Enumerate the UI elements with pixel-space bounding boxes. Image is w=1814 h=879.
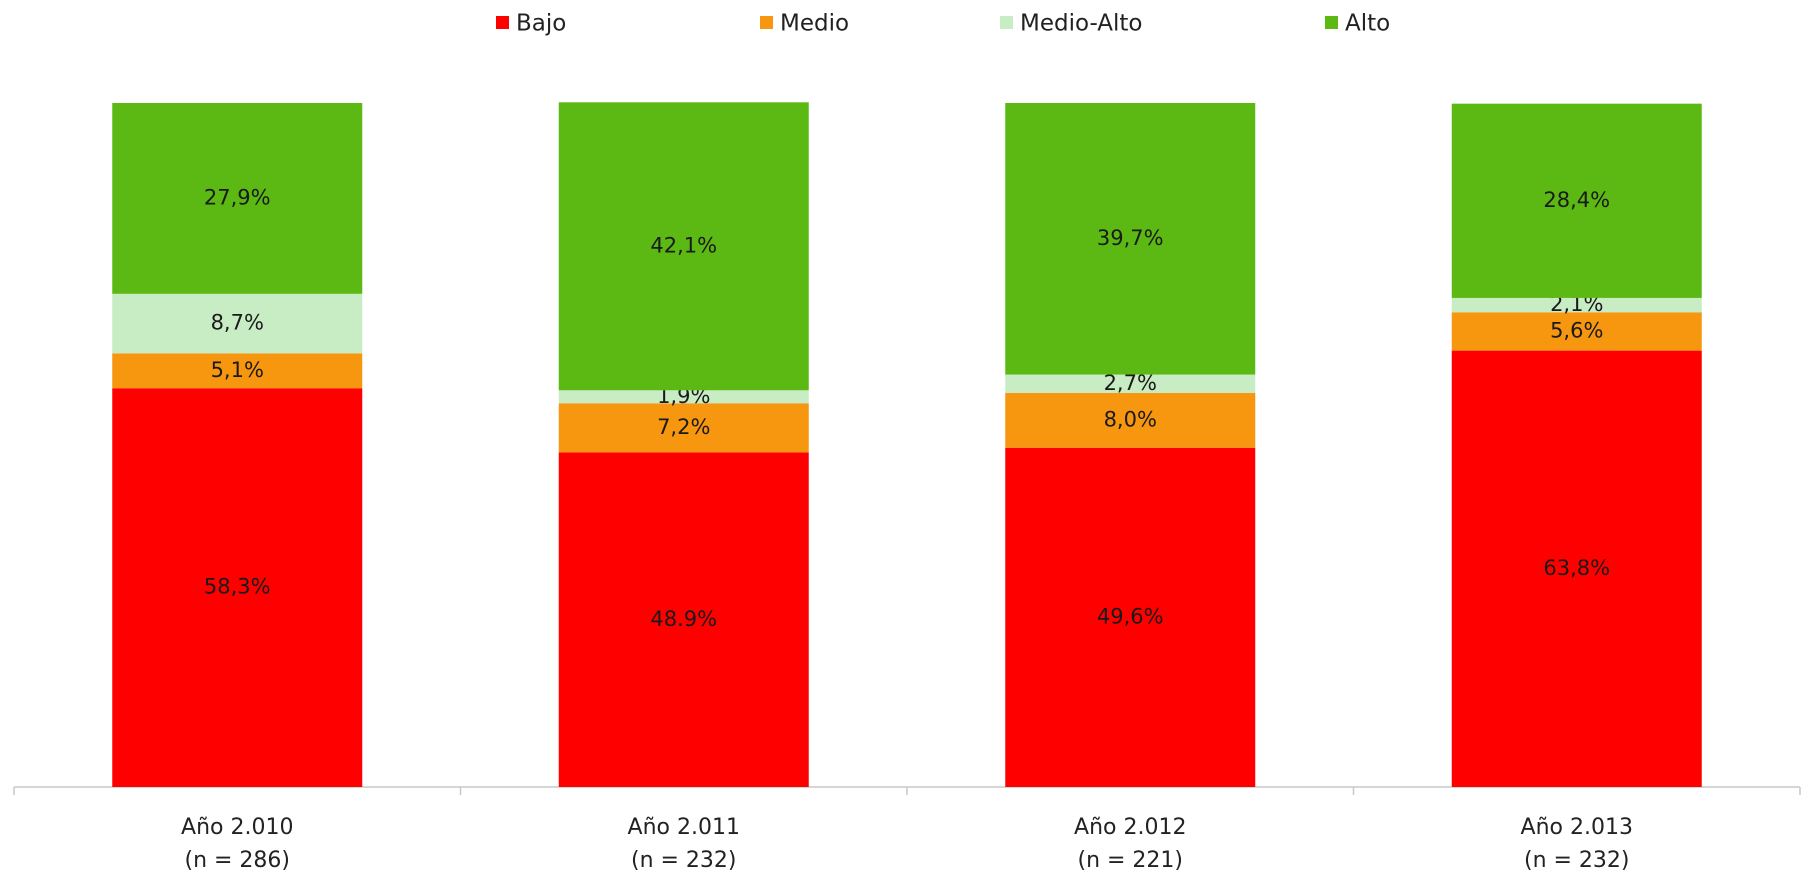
x-tick-label: Año 2.012 bbox=[1074, 815, 1186, 840]
legend-swatch bbox=[496, 16, 509, 29]
data-label: 39,7% bbox=[1097, 226, 1164, 250]
legend-label: Alto bbox=[1345, 11, 1390, 37]
data-label: 48.9% bbox=[650, 607, 717, 631]
legend-swatch bbox=[1000, 16, 1013, 29]
legend-swatch bbox=[1325, 16, 1338, 29]
data-label: 58,3% bbox=[204, 575, 271, 599]
legend-label: Medio bbox=[780, 11, 849, 37]
x-tick-label: Año 2.011 bbox=[628, 815, 740, 840]
data-label: 7,2% bbox=[657, 415, 710, 439]
data-label: 8,0% bbox=[1104, 407, 1157, 431]
x-tick-sublabel: (n = 221) bbox=[1077, 848, 1183, 873]
x-tick-sublabel: (n = 286) bbox=[184, 848, 290, 873]
legend-label: Medio-Alto bbox=[1020, 11, 1143, 37]
data-label: 63,8% bbox=[1543, 556, 1610, 580]
legend-label: Bajo bbox=[516, 11, 566, 37]
data-label: 49,6% bbox=[1097, 604, 1164, 628]
legend-swatch bbox=[760, 16, 773, 29]
chart: Bajo Medio Medio-Alto Alto 58,3% 5,1% 8,7% 27,9… bbox=[0, 0, 1814, 879]
data-label: 5,1% bbox=[211, 358, 264, 382]
x-tick-label: Año 2.013 bbox=[1521, 815, 1633, 840]
data-label: 5,6% bbox=[1550, 318, 1603, 342]
data-label: 8,7% bbox=[211, 311, 264, 335]
x-tick-sublabel: (n = 232) bbox=[1524, 848, 1630, 873]
data-label: 28,4% bbox=[1543, 188, 1610, 212]
x-tick-label: Año 2.010 bbox=[181, 815, 293, 840]
data-label: 27,9% bbox=[204, 185, 271, 209]
data-label: 42,1% bbox=[650, 233, 717, 257]
x-tick-sublabel: (n = 232) bbox=[631, 848, 737, 873]
